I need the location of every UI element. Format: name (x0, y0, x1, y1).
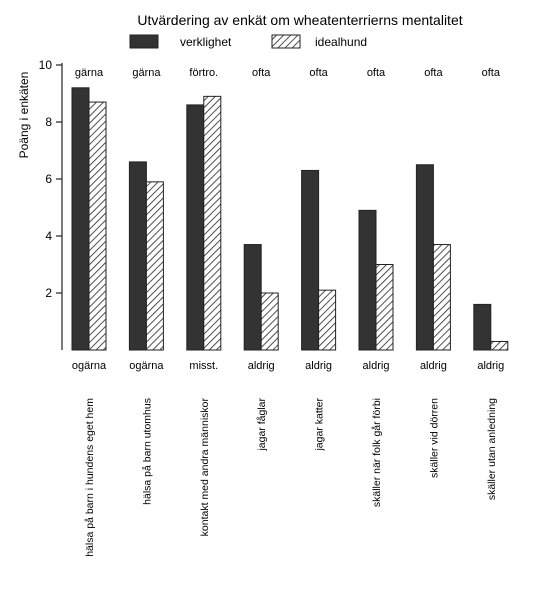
bar-idealhund (432, 244, 451, 351)
category-label: jagar katter (314, 398, 326, 452)
top-scale-label: förtro. (189, 67, 218, 79)
bottom-scale-label: aldrig (420, 360, 447, 372)
chart-title: Utvärdering av enkät om wheatenterrierns… (137, 12, 462, 28)
y-tick-label: 10 (39, 58, 53, 72)
top-scale-label: gärna (75, 67, 104, 79)
category-label: jagar fåglar (256, 397, 268, 451)
y-tick-label: 8 (45, 115, 52, 129)
category-label: skäller när folk går förbi (371, 398, 383, 507)
bar-verklighet (128, 161, 147, 351)
category-label: hälsa på barn i hundens eget hem (84, 398, 96, 557)
top-scale-label: gärna (132, 67, 161, 79)
top-scale-label: ofta (252, 67, 271, 79)
legend-swatch-idealhund (271, 34, 301, 49)
y-ticks: 2 4 6 8 10 (39, 58, 62, 300)
legend-label-idealhund: idealhund (315, 35, 367, 49)
bottom-scale-label: aldrig (477, 360, 504, 372)
legend: verklighet idealhund (129, 34, 367, 49)
bottom-scale-label: misst. (189, 360, 218, 372)
bar-verklighet (71, 87, 90, 351)
bar-verklighet (358, 209, 377, 351)
legend-label-verklighet: verklighet (180, 35, 232, 49)
top-scale-label: ofta (309, 67, 328, 79)
bars (71, 87, 509, 351)
bottom-scale-label: aldrig (363, 360, 390, 372)
category-label: hälsa på barn utomhus (141, 398, 153, 505)
y-tick-label: 4 (45, 229, 52, 243)
bottom-scale-label: ogärna (129, 360, 164, 372)
bar-idealhund (203, 95, 222, 351)
bottom-scale-label: ogärna (72, 360, 107, 372)
bar-idealhund (318, 289, 337, 351)
y-tick-label: 2 (45, 286, 52, 300)
y-tick-label: 6 (45, 172, 52, 186)
bar-idealhund (88, 101, 107, 351)
bar-idealhund (375, 264, 394, 351)
bar-idealhund (490, 340, 509, 351)
category-labels: gärna ogärna hälsa på barn i hundens eget … (72, 67, 504, 557)
bar-verklighet (186, 104, 205, 351)
top-scale-label: ofta (482, 67, 501, 79)
y-axis-label: Poäng i enkäten (17, 72, 31, 159)
bar-idealhund (145, 181, 164, 351)
category-label: skäller vid dörren (428, 398, 440, 478)
bottom-scale-label: aldrig (305, 360, 332, 372)
category-label: kontakt med andra människor (199, 398, 211, 537)
bottom-scale-label: aldrig (248, 360, 275, 372)
bar-idealhund (260, 292, 279, 351)
bar-verklighet (415, 164, 434, 351)
legend-swatch-verklighet (129, 34, 159, 49)
bar-verklighet (473, 303, 492, 351)
top-scale-label: ofta (424, 67, 443, 79)
top-scale-label: ofta (367, 67, 386, 79)
bar-verklighet (301, 169, 320, 351)
category-label: skäller utan anledning (486, 398, 498, 500)
bar-verklighet (243, 244, 262, 351)
